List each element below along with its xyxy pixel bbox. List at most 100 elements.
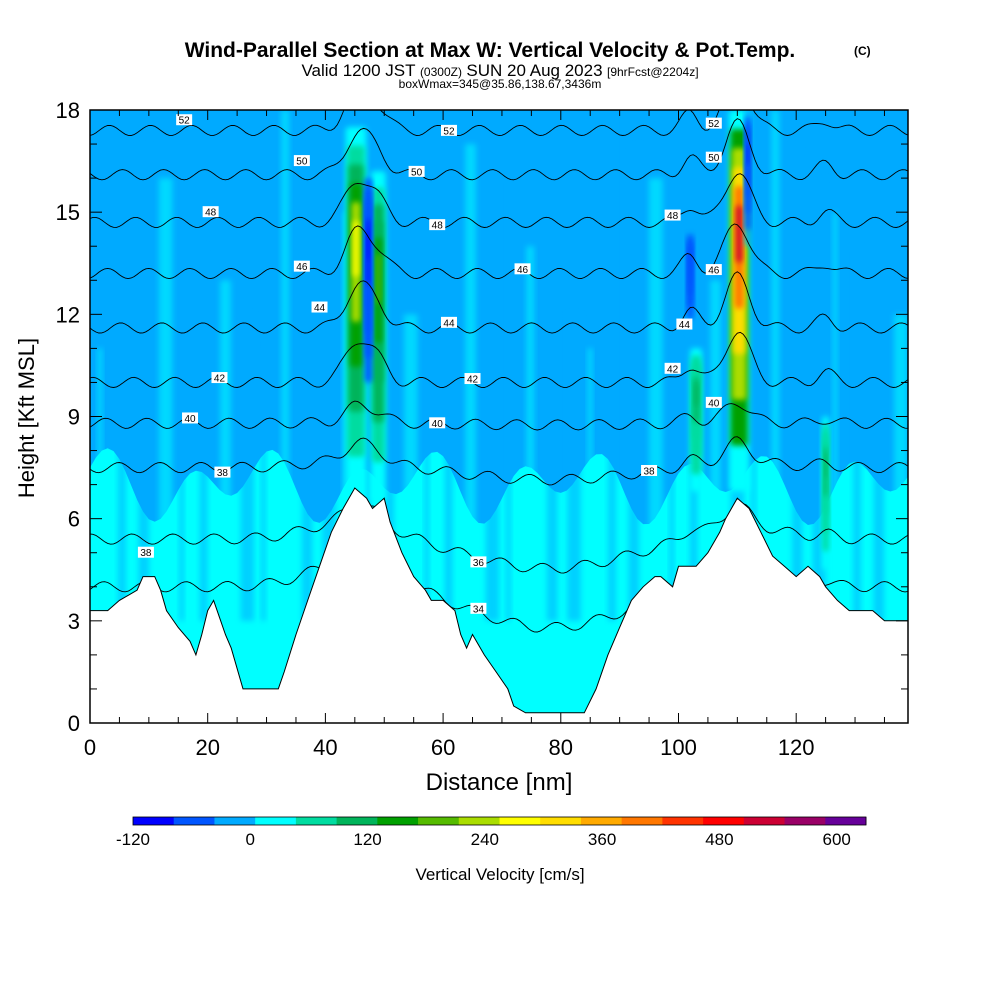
theta-contour-48 — [90, 173, 908, 228]
y-axis-label: Height [Kft MSL] — [14, 338, 39, 498]
colorbar-swatch — [133, 817, 175, 825]
contour-label-bg — [202, 206, 219, 218]
velocity-streak — [281, 110, 290, 621]
velocity-streak — [363, 246, 371, 621]
subtitle-valid: Valid 1200 JST — [301, 61, 415, 80]
colorbar-swatch — [295, 817, 338, 825]
contour-label: 48 — [202, 206, 219, 219]
colorbar-swatch — [621, 817, 663, 825]
contour-label-bg — [182, 412, 199, 424]
updraft-column — [736, 205, 743, 263]
velocity-streak — [199, 246, 208, 621]
theta-contour-44 — [90, 271, 908, 334]
contour-label: 48 — [664, 209, 681, 222]
contour-label: 40 — [705, 396, 722, 409]
contour-label-bg — [408, 165, 425, 177]
colorbar-tick-label: -120 — [116, 830, 150, 849]
contour-label: 42 — [664, 362, 681, 375]
velocity-streak — [771, 110, 780, 621]
colorbar-swatch — [499, 817, 541, 825]
contour-label-text: 42 — [214, 374, 226, 385]
y-tick-label: 18 — [56, 98, 80, 123]
velocity-streak — [485, 178, 500, 621]
colorbar-label: Vertical Velocity [cm/s] — [415, 865, 584, 884]
y-tick-label: 3 — [68, 609, 80, 634]
contour-label-text: 52 — [708, 119, 720, 130]
velocity-streak — [567, 314, 581, 621]
chart-title-mark: (C) — [854, 44, 871, 58]
contour-label-bg — [676, 318, 693, 330]
velocity-streak — [444, 110, 453, 621]
contour-label-text: 50 — [296, 157, 308, 168]
velocity-streak — [322, 178, 336, 621]
colorbar-swatch — [784, 817, 826, 825]
contour-label-bg — [137, 546, 154, 558]
contour-label-bg — [641, 464, 658, 476]
contour-label-text: 44 — [314, 303, 326, 314]
contour-label-text: 36 — [473, 558, 485, 569]
velocity-streak — [261, 348, 266, 621]
contour-label-text: 46 — [708, 266, 720, 277]
colorbar-swatch — [825, 817, 867, 825]
y-tick-label: 9 — [68, 405, 80, 430]
contour-label-bg — [705, 117, 722, 129]
contour-label: 52 — [440, 124, 457, 137]
contour-label: 50 — [408, 165, 425, 178]
contour-label-bg — [705, 151, 722, 163]
contour-label: 36 — [470, 556, 487, 569]
contour-label: 42 — [211, 372, 228, 385]
x-tick-label: 60 — [431, 735, 455, 760]
contour-label: 48 — [429, 219, 446, 232]
chart-subtitle: Valid 1200 JST (0300Z) SUN 20 Aug 2023 [… — [301, 61, 698, 80]
contour-label-bg — [211, 372, 228, 384]
downdraft-column — [689, 254, 692, 271]
contour-label-text: 40 — [184, 414, 196, 425]
velocity-streak — [403, 314, 418, 621]
downdraft-column — [367, 229, 370, 260]
contour-label: 46 — [705, 264, 722, 277]
theta-contour-50 — [90, 118, 908, 181]
contour-label: 50 — [293, 155, 310, 168]
colorbar-swatch — [255, 817, 297, 825]
colorbar-swatch — [377, 817, 419, 825]
velocity-streak — [118, 110, 126, 621]
contour-label-bg — [214, 466, 231, 478]
subtitle-date: SUN 20 Aug 2023 — [466, 61, 602, 80]
velocity-streak — [751, 348, 756, 621]
contour-label-bg — [311, 301, 328, 313]
velocity-streak — [791, 144, 803, 621]
contour-label-bg — [705, 396, 722, 408]
contour-label: 50 — [705, 151, 722, 164]
colorbar-swatch — [214, 817, 256, 825]
contour-label: 44 — [440, 316, 457, 329]
contour-label-bg — [293, 155, 310, 167]
y-tick-label: 0 — [68, 711, 80, 736]
contour-label-text: 48 — [205, 208, 217, 219]
velocity-streak — [832, 212, 838, 621]
contour-label-text: 38 — [217, 468, 229, 479]
x-tick-label: 80 — [549, 735, 573, 760]
contour-label: 40 — [429, 417, 446, 430]
contour-label: 44 — [311, 301, 328, 314]
contour-label-text: 48 — [667, 211, 679, 222]
velocity-streak — [853, 246, 861, 621]
contour-label-bg — [429, 219, 446, 231]
velocity-streak — [628, 144, 640, 621]
contour-label-text: 42 — [467, 375, 479, 386]
contour-label: 46 — [514, 263, 531, 276]
contour-label-text: 46 — [296, 262, 308, 273]
contour-label-bg — [705, 264, 722, 276]
contour-label-text: 50 — [708, 153, 720, 164]
x-tick-label: 20 — [195, 735, 219, 760]
y-tick-label: 15 — [56, 200, 80, 225]
colorbar-tick-label: 240 — [471, 830, 499, 849]
x-tick-label: 100 — [660, 735, 697, 760]
chart-subtitle2: boxWmax=345@35.86,138.67,3436m — [399, 77, 602, 91]
contour-label-text: 44 — [443, 318, 455, 329]
subtitle-utc: (0300Z) — [420, 65, 462, 79]
contour-label: 38 — [641, 464, 658, 477]
colorbar-tick-label: 600 — [822, 830, 850, 849]
velocity-streak — [220, 280, 231, 621]
plot-area — [90, 110, 908, 723]
